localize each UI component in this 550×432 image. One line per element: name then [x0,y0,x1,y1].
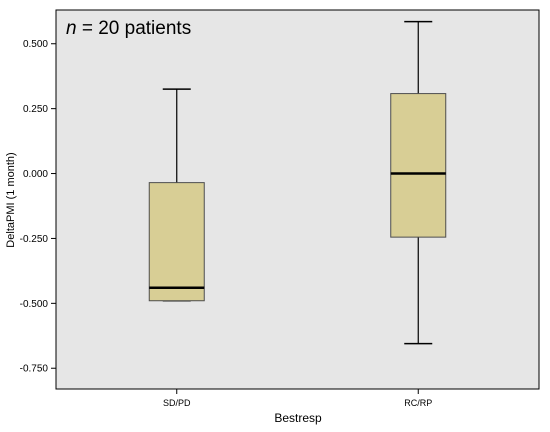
x-tick-label: SD/PD [163,398,191,408]
y-tick-label: 0.500 [23,39,48,50]
box-sd-pd [148,88,205,302]
sample-size-variable: n [66,18,77,39]
x-tick-label: RC/RP [404,398,432,408]
iqr-box [390,93,447,238]
y-tick-label: -0.250 [20,234,49,245]
y-tick-label: 0.250 [23,104,48,115]
x-axis: SD/PD RC/RP [163,389,432,408]
x-axis-label: Bestresp [274,411,322,425]
y-tick-label: -0.500 [20,299,49,310]
iqr-box [148,182,205,302]
sample-size-text: = 20 patients [76,18,192,39]
y-tick-label: 0.000 [23,169,48,180]
sample-size-annotation: n = 20 patients [66,18,191,40]
plot-area [55,9,540,390]
y-axis: -0.750 -0.500 -0.250 0.000 0.250 0.500 [20,39,56,375]
y-axis-label: DeltaPMI (1 month) [5,152,17,247]
boxes-group [148,20,447,345]
box-rc-rp [390,20,447,345]
y-tick-label: -0.750 [20,364,49,375]
